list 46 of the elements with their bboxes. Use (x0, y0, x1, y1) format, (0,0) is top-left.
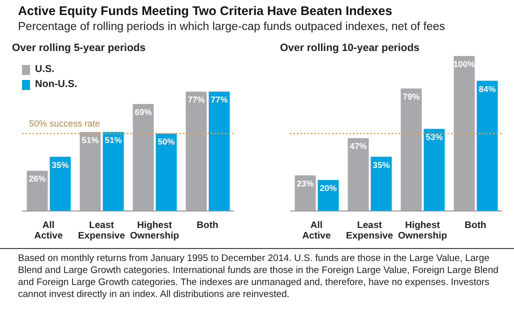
bar (132, 104, 154, 211)
bar (50, 156, 71, 211)
bar (26, 170, 48, 211)
legend-label: Non-U.S. (35, 79, 78, 90)
x-tick-label: Least Expensive (346, 220, 393, 242)
bar (454, 56, 475, 211)
data-label: 51% (104, 134, 122, 145)
bar (80, 132, 101, 211)
x-tick-label: Highest Ownership (398, 220, 448, 242)
chart-title: Over rolling 10-year periods (280, 42, 420, 54)
data-label: 26% (28, 174, 46, 184)
x-tick-label: Both (464, 220, 487, 231)
data-label: 69% (134, 107, 152, 118)
data-label: 77% (210, 94, 228, 105)
text: Over rolling 5-year periods (12, 42, 146, 54)
bar (348, 138, 369, 211)
data-label: 23% (296, 178, 314, 188)
bar (156, 134, 177, 211)
data-label: 79% (402, 92, 420, 102)
bar (400, 88, 422, 211)
bar (370, 156, 392, 211)
data-label: 47% (350, 141, 368, 152)
data-label: 100% (453, 59, 476, 69)
x-tick-label: All Active (302, 220, 331, 242)
bar (102, 132, 124, 211)
legend-label: U.S. (35, 64, 54, 75)
x-tick-label: Least Expensive (78, 220, 125, 242)
x-tick-label: Highest Ownership (130, 220, 180, 242)
chart-title: Active Equity Funds Meeting Two Criteria Have Beaten Indexes (18, 4, 392, 18)
x-tick-label: Both (196, 220, 219, 231)
data-label: 77% (188, 94, 206, 105)
bar (476, 80, 498, 211)
bar (424, 128, 445, 211)
data-label: 35% (52, 160, 70, 170)
data-label: 20% (320, 183, 338, 193)
data-label: 50% (158, 136, 176, 146)
data-label: 51% (82, 134, 100, 145)
data-label: 84% (478, 84, 496, 94)
ref-line-label: 50% success rate (29, 118, 100, 128)
data-label: 35% (372, 160, 390, 170)
text: Based on monthly returns from January 1995 to December 2014. U.S. funds are those in the Large Value, Large Blend and Large Growth categories. International funds are those in the Foreign Large Value, Foreign Large Blend and Foreign Large Growth categories. The indexes are unmanaged and, therefore, have no expenses. Investors cannot invest directly in an index. All distributions are reinvested. (18, 253, 500, 301)
bar (208, 92, 230, 211)
bar (186, 92, 207, 211)
x-tick-label: All Active (34, 220, 63, 242)
data-label: 53% (426, 132, 444, 142)
chart-subtitle: Percentage of rolling periods in which large-cap funds outpaced indexes, net of fees (18, 21, 446, 33)
